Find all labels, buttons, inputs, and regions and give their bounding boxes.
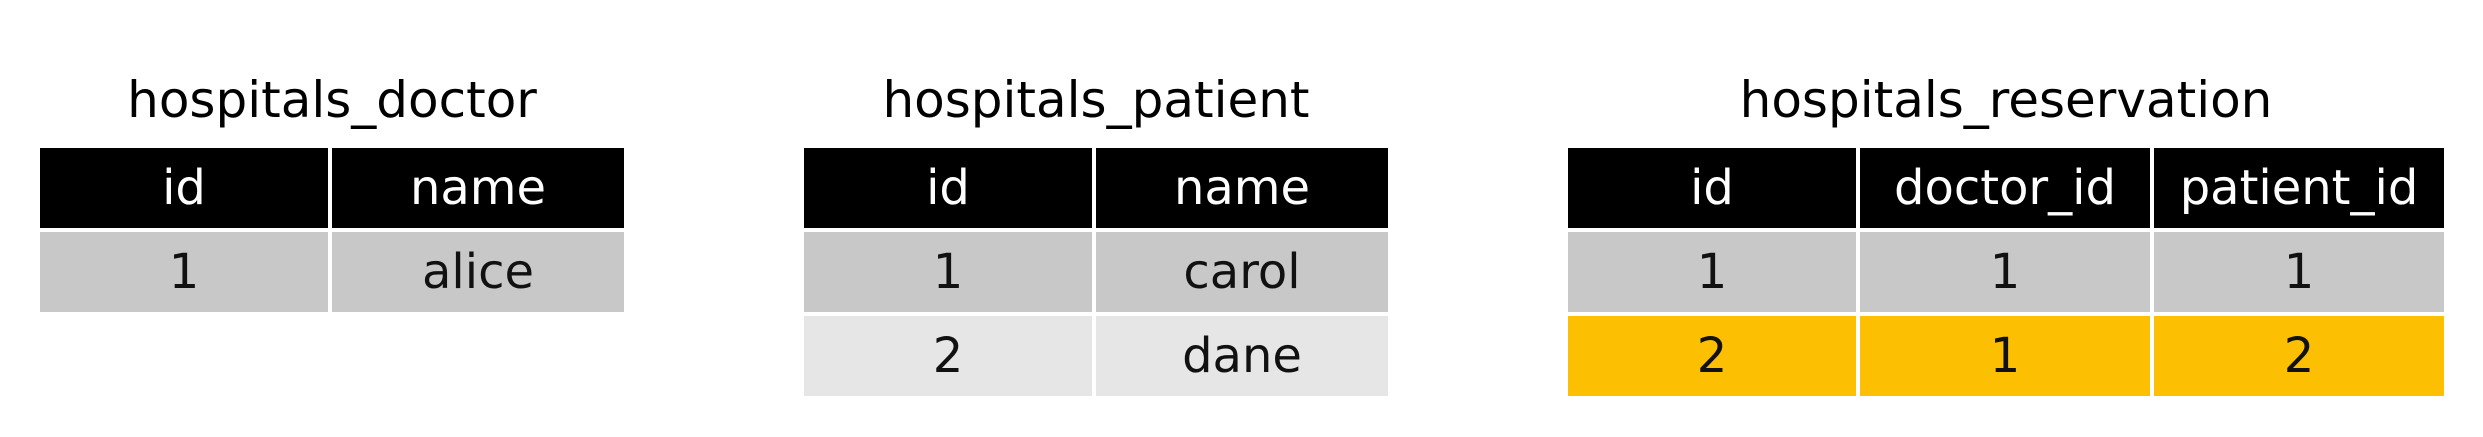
table-title: hospitals_reservation bbox=[1739, 71, 2273, 129]
column-header-id: id bbox=[40, 148, 328, 228]
table-cell: 1 bbox=[804, 232, 1092, 312]
column-header-patient-id: patient_id bbox=[2154, 148, 2444, 228]
column-header-doctor-id: doctor_id bbox=[1860, 148, 2150, 228]
table-cell: dane bbox=[1096, 316, 1388, 396]
column-header-name: name bbox=[1096, 148, 1388, 228]
table-hospitals-doctor: hospitals_doctor id name 1 alice bbox=[40, 62, 624, 312]
table-cell: 2 bbox=[804, 316, 1092, 396]
table-cell: 1 bbox=[1860, 232, 2150, 312]
table-grid: id name 1 alice bbox=[40, 148, 624, 312]
highlighted-table-cell: 2 bbox=[1568, 316, 1856, 396]
column-header-name: name bbox=[332, 148, 624, 228]
column-header-id: id bbox=[1568, 148, 1856, 228]
table-hospitals-patient: hospitals_patient id name 1 carol 2 dane bbox=[804, 62, 1388, 396]
highlighted-table-cell: 2 bbox=[2154, 316, 2444, 396]
table-grid: id doctor_id patient_id 1 1 1 2 1 2 bbox=[1568, 148, 2444, 396]
table-grid: id name 1 carol 2 dane bbox=[804, 148, 1388, 396]
column-header-id: id bbox=[804, 148, 1092, 228]
highlighted-table-cell: 1 bbox=[1860, 316, 2150, 396]
table-title: hospitals_doctor bbox=[127, 71, 537, 129]
table-cell: carol bbox=[1096, 232, 1388, 312]
table-cell: 1 bbox=[1568, 232, 1856, 312]
table-title: hospitals_patient bbox=[882, 71, 1310, 129]
table-cell: alice bbox=[332, 232, 624, 312]
table-cell: 1 bbox=[2154, 232, 2444, 312]
table-hospitals-reservation: hospitals_reservation id doctor_id patie… bbox=[1568, 62, 2444, 396]
table-cell: 1 bbox=[40, 232, 328, 312]
